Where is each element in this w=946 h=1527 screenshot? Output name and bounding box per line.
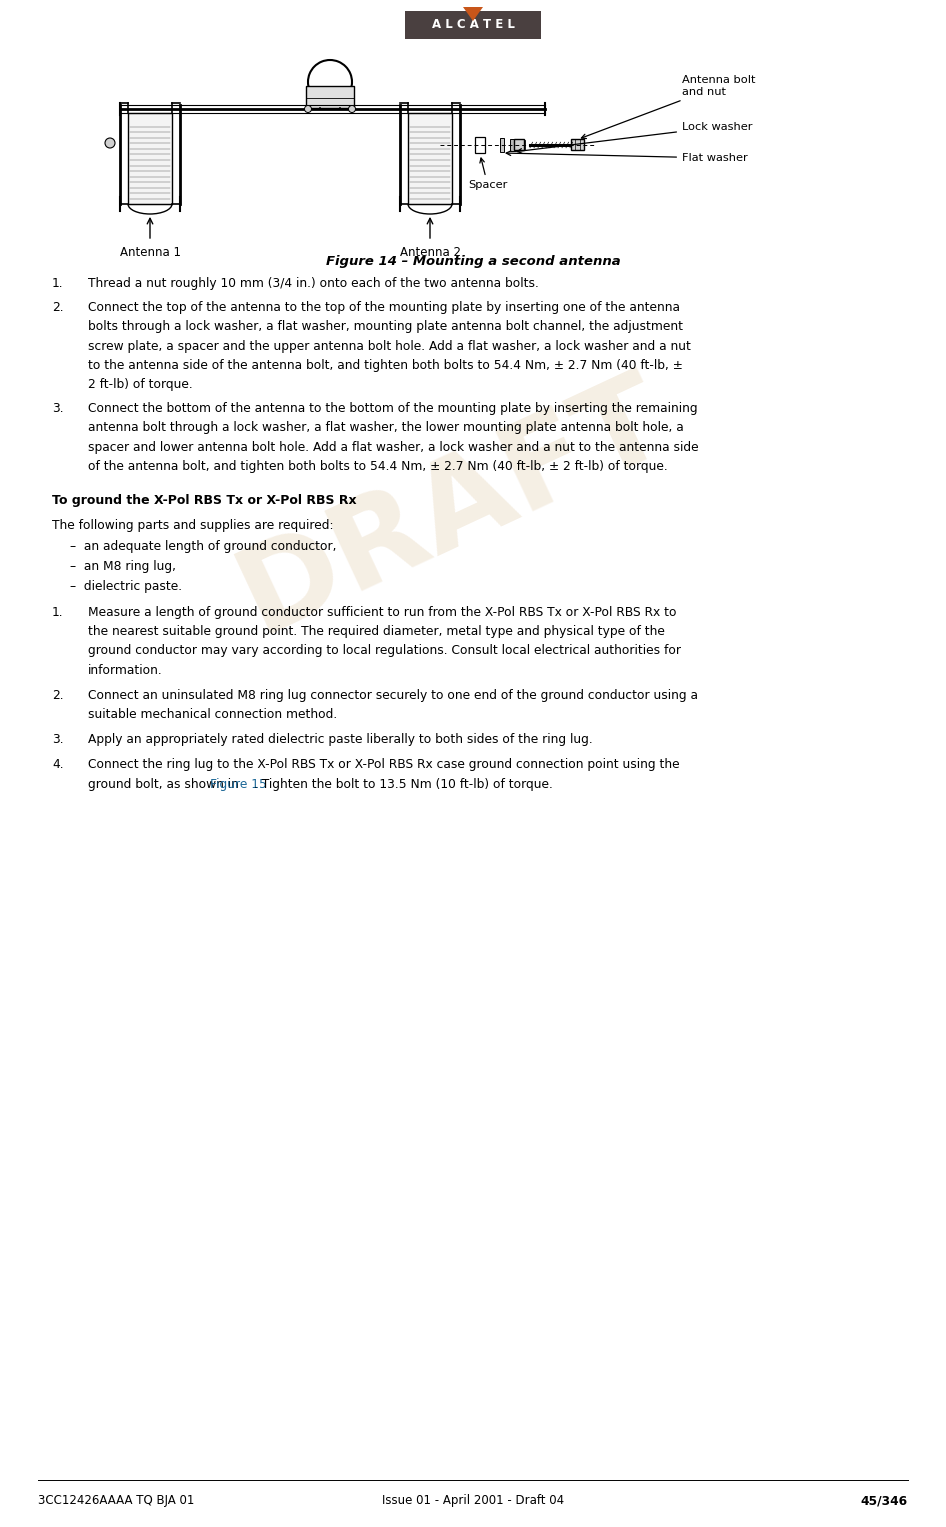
Text: 4.: 4.: [52, 759, 63, 771]
Text: Flat washer: Flat washer: [506, 151, 747, 163]
Circle shape: [305, 105, 311, 113]
Text: the nearest suitable ground point. The required diameter, metal type and physica: the nearest suitable ground point. The r…: [88, 625, 665, 638]
Text: Antenna 1: Antenna 1: [119, 246, 181, 260]
Text: 1.: 1.: [52, 606, 63, 618]
FancyBboxPatch shape: [475, 137, 485, 153]
Text: DRAFT: DRAFT: [221, 357, 685, 657]
Text: Antenna bolt
and nut: Antenna bolt and nut: [582, 75, 756, 139]
Text: antenna bolt through a lock washer, a flat washer, the lower mounting plate ante: antenna bolt through a lock washer, a fl…: [88, 421, 684, 434]
Text: 3CC12426AAAA TQ BJA 01: 3CC12426AAAA TQ BJA 01: [38, 1493, 194, 1507]
Text: screw plate, a spacer and the upper antenna bolt hole. Add a flat washer, a lock: screw plate, a spacer and the upper ante…: [88, 339, 691, 353]
Text: Apply an appropriately rated dielectric paste liberally to both sides of the rin: Apply an appropriately rated dielectric …: [88, 733, 593, 747]
FancyBboxPatch shape: [571, 139, 584, 151]
Text: Connect the ring lug to the X-Pol RBS Tx or X-Pol RBS Rx case ground connection : Connect the ring lug to the X-Pol RBS Tx…: [88, 759, 679, 771]
Text: –  an adequate length of ground conductor,: – an adequate length of ground conductor…: [70, 541, 337, 553]
Text: Connect an uninsulated M8 ring lug connector securely to one end of the ground c: Connect an uninsulated M8 ring lug conne…: [88, 689, 698, 702]
Text: Connect the top of the antenna to the top of the mounting plate by inserting one: Connect the top of the antenna to the to…: [88, 301, 680, 315]
Text: Figure 14 – Mounting a second antenna: Figure 14 – Mounting a second antenna: [325, 255, 621, 269]
Text: suitable mechanical connection method.: suitable mechanical connection method.: [88, 709, 338, 721]
Text: to the antenna side of the antenna bolt, and tighten both bolts to 54.4 Nm, ± 2.: to the antenna side of the antenna bolt,…: [88, 359, 683, 371]
Text: –  an M8 ring lug,: – an M8 ring lug,: [70, 560, 176, 573]
Text: Thread a nut roughly 10 mm (3/4 in.) onto each of the two antenna bolts.: Thread a nut roughly 10 mm (3/4 in.) ont…: [88, 276, 539, 290]
Text: Issue 01 - April 2001 - Draft 04: Issue 01 - April 2001 - Draft 04: [382, 1493, 564, 1507]
Text: Spacer: Spacer: [468, 159, 507, 189]
FancyBboxPatch shape: [521, 140, 525, 150]
Text: ground conductor may vary according to local regulations. Consult local electric: ground conductor may vary according to l…: [88, 644, 681, 658]
FancyBboxPatch shape: [405, 11, 541, 40]
Text: 3.: 3.: [52, 733, 63, 747]
Text: Measure a length of ground conductor sufficient to run from the X-Pol RBS Tx or : Measure a length of ground conductor suf…: [88, 606, 676, 618]
Text: . Tighten the bolt to 13.5 Nm (10 ft-lb) of torque.: . Tighten the bolt to 13.5 Nm (10 ft-lb)…: [254, 777, 552, 791]
Text: Lock washer: Lock washer: [517, 122, 752, 153]
Text: Figure 15: Figure 15: [210, 777, 267, 791]
FancyBboxPatch shape: [499, 137, 504, 153]
Text: 45/346: 45/346: [861, 1493, 908, 1507]
Text: –  dielectric paste.: – dielectric paste.: [70, 580, 183, 592]
Text: 3.: 3.: [52, 402, 63, 415]
Text: ground bolt, as shown in: ground bolt, as shown in: [88, 777, 243, 791]
Text: Connect the bottom of the antenna to the bottom of the mounting plate by inserti: Connect the bottom of the antenna to the…: [88, 402, 697, 415]
FancyBboxPatch shape: [510, 139, 516, 151]
Text: A L C A T E L: A L C A T E L: [431, 18, 515, 32]
Text: To ground the X-Pol RBS Tx or X-Pol RBS Rx: To ground the X-Pol RBS Tx or X-Pol RBS …: [52, 495, 357, 507]
Text: of the antenna bolt, and tighten both bolts to 54.4 Nm, ± 2.7 Nm (40 ft-lb, ± 2 : of the antenna bolt, and tighten both bo…: [88, 460, 668, 473]
Text: The following parts and supplies are required:: The following parts and supplies are req…: [52, 519, 334, 531]
Text: information.: information.: [88, 664, 163, 676]
Text: Antenna 2: Antenna 2: [399, 246, 461, 260]
Text: 1.: 1.: [52, 276, 63, 290]
FancyBboxPatch shape: [306, 86, 354, 108]
Text: bolts through a lock washer, a flat washer, mounting plate antenna bolt channel,: bolts through a lock washer, a flat wash…: [88, 321, 683, 333]
Text: 2.: 2.: [52, 301, 63, 315]
FancyBboxPatch shape: [514, 139, 524, 151]
Circle shape: [105, 137, 115, 148]
Text: 2 ft-lb) of torque.: 2 ft-lb) of torque.: [88, 379, 193, 391]
Text: 2.: 2.: [52, 689, 63, 702]
Polygon shape: [463, 8, 483, 21]
Text: spacer and lower antenna bolt hole. Add a flat washer, a lock washer and a nut t: spacer and lower antenna bolt hole. Add …: [88, 441, 699, 454]
Circle shape: [348, 105, 356, 113]
FancyBboxPatch shape: [408, 113, 452, 205]
FancyBboxPatch shape: [128, 113, 172, 205]
